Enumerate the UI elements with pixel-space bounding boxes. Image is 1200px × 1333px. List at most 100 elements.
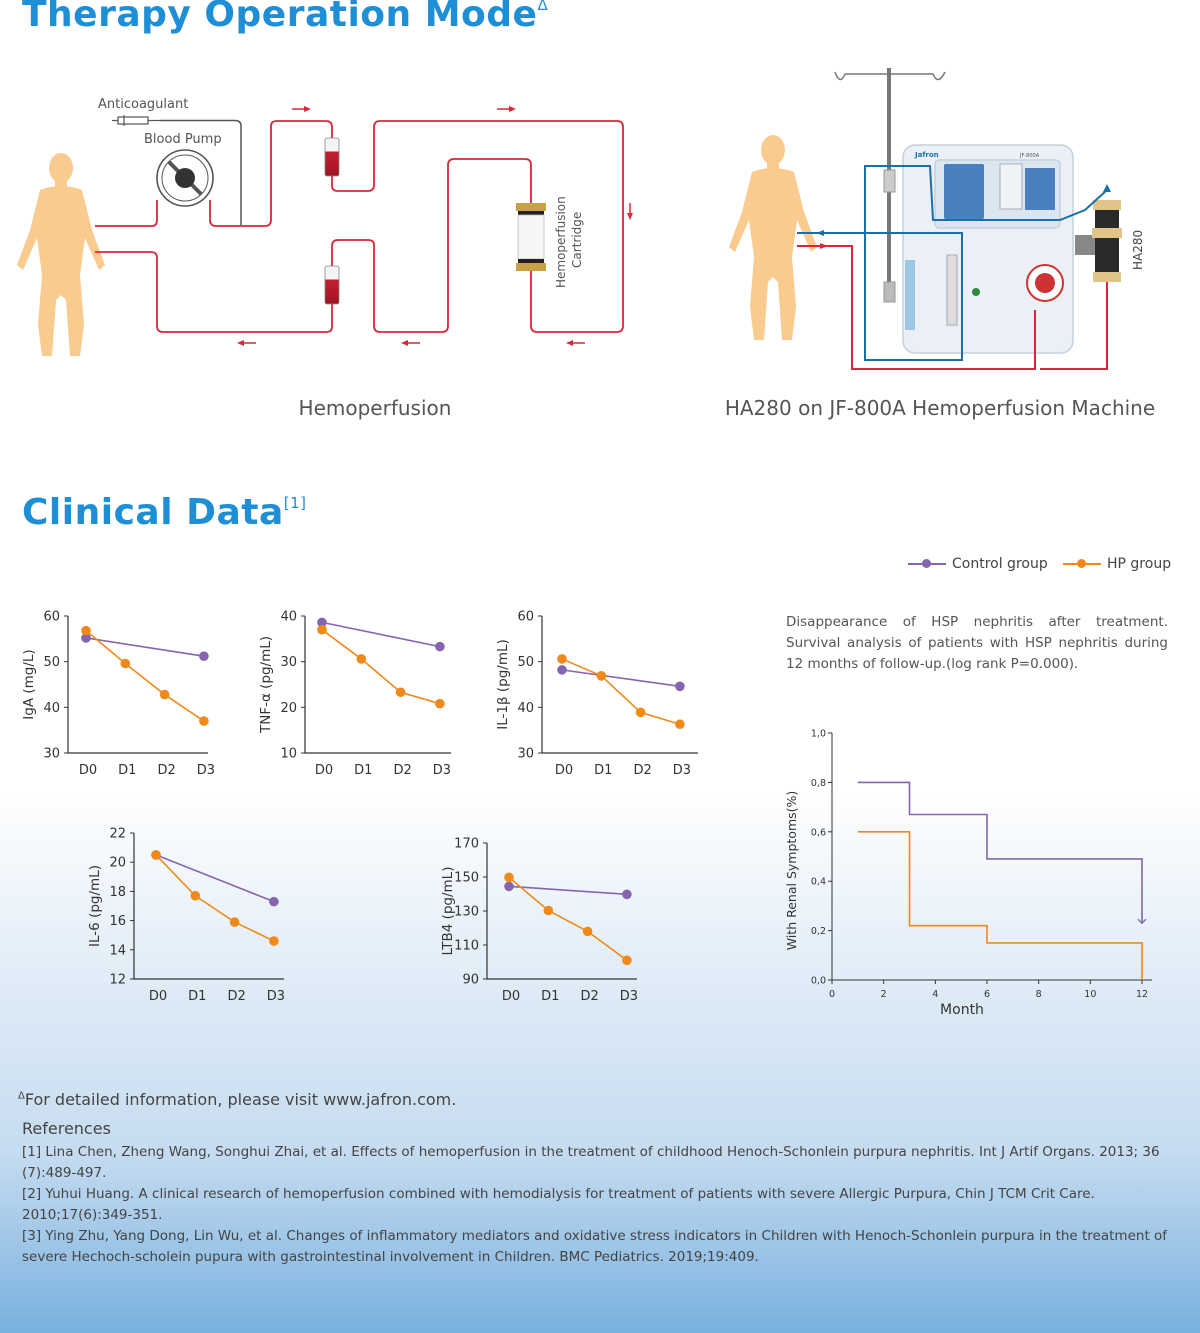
x-tick-label: D2 [157, 763, 175, 778]
x-tick-label: D3 [673, 763, 691, 778]
x-tick-label: 4 [932, 989, 938, 1000]
y-tick-label: 60 [43, 610, 60, 625]
machine-brand-label: Jafron [914, 151, 939, 159]
y-tick-label: 90 [462, 973, 479, 988]
hp-series-line [155, 854, 275, 942]
cartridge-label-line2: Cartridge [570, 212, 584, 268]
hp-survival-line [857, 831, 1143, 980]
control-series-line [321, 621, 441, 648]
hp-data-point [622, 955, 632, 966]
hp-data-point [395, 687, 406, 698]
hp-data-point [596, 671, 607, 681]
y-axis-label: IL-1β (pg/mL) [495, 639, 511, 730]
x-tick-label: 0 [829, 989, 835, 1000]
x-tick-label: D0 [79, 763, 97, 778]
x-tick-label: D2 [227, 989, 245, 1004]
control-censor-mark [1137, 918, 1147, 925]
control-data-point [504, 881, 514, 892]
x-tick-label: D1 [354, 763, 372, 778]
y-tick-label: 0,6 [811, 827, 826, 838]
hp-data-point [435, 698, 445, 709]
therapy-title-text: Therapy Operation Mode [22, 0, 538, 35]
x-tick-label: D0 [315, 763, 333, 778]
hp-data-point [199, 716, 209, 726]
y-axis-label: LTB4 (pg/mL) [440, 867, 456, 956]
hp-data-point [504, 872, 514, 883]
flow-arrow-right-icon [820, 243, 828, 249]
reference-3: [3] Ying Zhu, Yang Dong, Lin Wu, et al. … [22, 1228, 1168, 1265]
y-tick-label: 22 [109, 827, 126, 842]
hp-data-point [229, 917, 240, 927]
y-tick-label: 0,0 [811, 976, 826, 987]
therapy-title-footnote-mark: Δ [537, 0, 549, 14]
hemoperfusion-machine-illustration: Jafron JF-800A HA280 [729, 68, 1145, 370]
y-tick-label: 10 [280, 747, 297, 762]
hp-data-point [557, 654, 567, 664]
x-axis-label: Month [940, 1002, 984, 1018]
footer-note: ΔFor detailed information, please visit … [18, 1090, 1192, 1109]
y-tick-label: 20 [109, 856, 126, 871]
legend-hp-label: HP group [1107, 556, 1172, 572]
hp-data-point [159, 689, 170, 700]
y-tick-label: 170 [454, 837, 479, 852]
hp-data-point [120, 658, 131, 669]
flow-arrow-up-icon [1103, 184, 1111, 192]
legend-control: Control group [908, 556, 1048, 572]
x-tick-label: 6 [984, 989, 990, 1000]
y-tick-label: 110 [454, 939, 479, 954]
hp-data-point [543, 905, 554, 916]
control-survival-line [857, 781, 1143, 924]
anticoagulant-syringe-icon [112, 115, 160, 126]
hp-data-point [317, 624, 327, 635]
patient-figure-icon [17, 153, 105, 356]
x-tick-label: D2 [633, 763, 651, 778]
flow-arrows [237, 106, 633, 346]
legend-hp: HP group [1063, 556, 1171, 572]
footer-note-mark: Δ [18, 1090, 25, 1102]
y-tick-label: 30 [43, 747, 60, 762]
footer-note-text: For detailed information, please visit w… [24, 1090, 457, 1109]
tnf-alpha-chart: 10 20 30 40 D0 D1 D2 D3 TNF-α (pg/mL) [258, 610, 451, 779]
x-tick-label: 2 [881, 989, 887, 1000]
hp-series-line [561, 658, 681, 725]
machine-model-label: JF-800A [1019, 153, 1040, 159]
machine-caption: HA280 on JF-800A Hemoperfusion Machine [724, 396, 1156, 420]
y-tick-label: 40 [517, 701, 534, 716]
survival-description: Disappearance of HSP nephritis after tre… [786, 614, 1168, 672]
control-series-line [561, 669, 681, 688]
x-tick-label: 8 [1036, 989, 1042, 1000]
clinical-section-title: Clinical Data[1] [22, 492, 307, 533]
hp-data-point [635, 707, 646, 718]
hemoperfusion-circuit-diagram: Anticoagulant Blood Pump Hemoperfusion C… [17, 97, 633, 356]
hp-data-point [269, 936, 279, 946]
lower-drip-chamber-icon [324, 265, 340, 305]
blood-pump-label: Blood Pump [144, 132, 222, 147]
y-tick-label: 0,8 [811, 778, 826, 789]
patient-figure-icon [729, 135, 817, 340]
y-tick-label: 60 [517, 610, 534, 625]
footer: ΔFor detailed information, please visit … [18, 1090, 1192, 1268]
y-axis-label: With Renal Symptoms(%) [784, 791, 799, 951]
reference-2: [2] Yuhui Huang. A clinical research of … [22, 1186, 1095, 1223]
x-tick-label: D2 [580, 989, 598, 1004]
hp-data-point [190, 890, 201, 901]
reference-1: [1] Lina Chen, Zheng Wang, Songhui Zhai,… [22, 1144, 1160, 1181]
hp-series-line [508, 876, 628, 961]
y-axis-label: IgA (mg/L) [21, 649, 37, 719]
hp-data-point [582, 926, 593, 937]
y-axis-label: TNF-α (pg/mL) [258, 636, 274, 734]
control-data-point [81, 633, 91, 643]
hemoperfusion-caption: Hemoperfusion [298, 396, 452, 420]
iga-chart: 30 40 50 60 D0 D1 D2 D3 IgA (mg/L) [21, 610, 215, 779]
y-axis-label: IL-6 (pg/mL) [87, 865, 103, 947]
machine-tubing [797, 165, 1108, 370]
hp-data-point [356, 654, 367, 664]
clinical-title-text: Clinical Data [22, 492, 284, 533]
y-tick-label: 50 [517, 655, 534, 670]
il-6-chart: 12 14 16 18 20 22 D0 D1 D2 D3 IL-6 (pg/mL) [87, 827, 285, 1005]
y-tick-label: 150 [454, 871, 479, 886]
blood-tubing [95, 120, 624, 333]
control-data-point [675, 681, 685, 692]
x-tick-label: 12 [1136, 989, 1148, 1000]
control-series-line [508, 885, 627, 896]
